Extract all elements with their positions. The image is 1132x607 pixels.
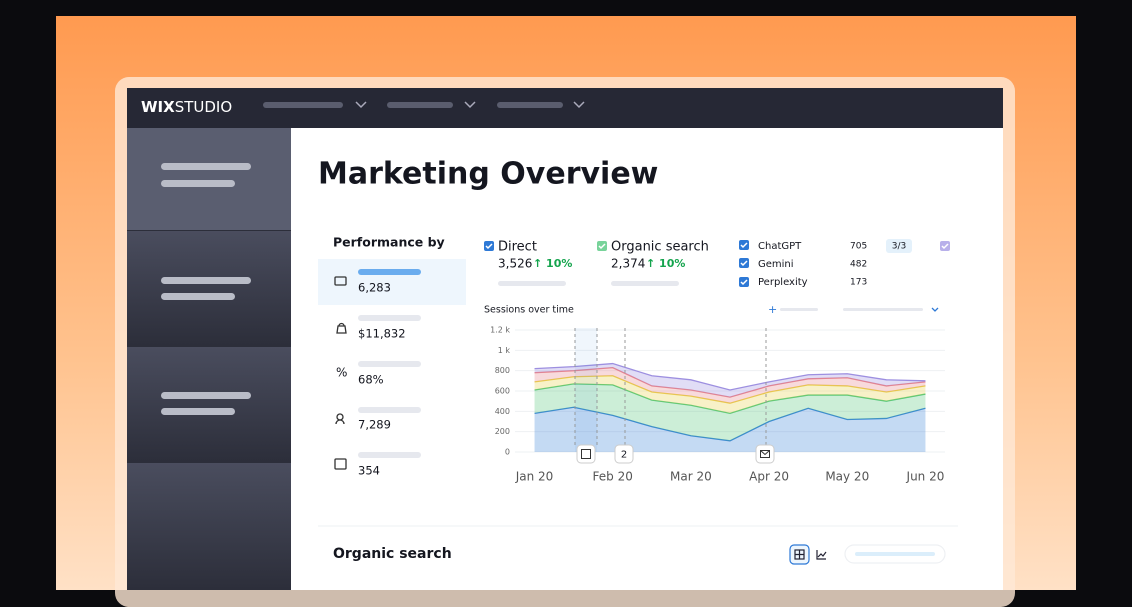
x-tick-label: Apr 20: [749, 470, 789, 484]
row-highlight: [318, 259, 466, 305]
plot: 0 200 400 600 800 1 k 1.2 k Jan 20 Feb 20 Mar 20 A…: [490, 326, 945, 484]
view-toggle[interactable]: [789, 544, 946, 565]
placeholder: [498, 281, 566, 286]
metric-value: 68%: [358, 373, 384, 387]
channel-total: 3,526: [498, 257, 532, 271]
series-line: [534, 362, 926, 391]
annotation-label: 2: [621, 450, 627, 461]
nav-menus[interactable]: [263, 101, 585, 109]
svg-text:%: %: [336, 366, 347, 380]
legend-item: Gemini: [758, 259, 794, 270]
series-line: [534, 406, 926, 442]
annotation-marker: [614, 444, 634, 464]
y-tick-label: 800: [495, 366, 510, 375]
x-tick-label: Jan 20: [515, 470, 554, 484]
series-line: [534, 383, 926, 415]
metric-value: $11,832: [358, 327, 406, 341]
performance-values: 6,283 $11,832 68% 7,289 354: [358, 281, 406, 478]
area-fill: [534, 375, 926, 414]
area-fill: [534, 407, 926, 452]
svg-text:+: +: [768, 303, 777, 316]
x-tick-label: Feb 20: [593, 470, 633, 484]
mail-icon: [760, 450, 770, 458]
annotation-marker: [576, 444, 596, 464]
ai-count: 482: [850, 260, 867, 270]
metric-value: 6,283: [358, 281, 391, 295]
ai-count: 705: [850, 242, 867, 252]
legend-item: Organic search: [611, 240, 709, 255]
area-fill: [534, 363, 926, 398]
x-tick-label: May 20: [825, 470, 869, 484]
channel-change: ↑ 10%: [646, 257, 685, 270]
brand: WIXSTUDIO: [141, 98, 232, 116]
calendar-icon: [581, 449, 591, 459]
legend-item: Direct: [498, 240, 537, 255]
performance-bars: [358, 269, 421, 458]
checkboxes[interactable]: [484, 240, 950, 287]
ai-selected: 3/3: [892, 242, 906, 252]
area-fill: [534, 383, 926, 441]
chart-title: Sessions over time: [484, 305, 574, 316]
y-tick-label: 1 k: [498, 346, 511, 355]
channel-change: ↑ 10%: [533, 257, 572, 270]
channel-total: 2,374: [611, 257, 645, 271]
performance-icons: %: [334, 276, 347, 470]
ai-count: 173: [850, 278, 867, 288]
sidebar-items[interactable]: [127, 128, 291, 590]
annotation-region: [575, 328, 597, 452]
y-tick-label: 600: [495, 387, 510, 396]
top-bar: [127, 88, 1003, 128]
series-line: [534, 375, 926, 404]
legend-item: Perplexity: [758, 277, 808, 288]
legend-item: ChatGPT: [758, 241, 802, 252]
chart-controls[interactable]: +: [768, 303, 939, 316]
badge: [886, 239, 912, 253]
series-line: [534, 366, 926, 398]
x-tick-label: Jun 20: [906, 470, 945, 484]
metric-value: 7,289: [358, 418, 391, 432]
placeholder: [611, 281, 679, 286]
y-tick-label: 0: [505, 448, 510, 457]
metric-value: 354: [358, 464, 380, 478]
performance-title: Performance by: [333, 235, 445, 250]
x-tick-label: Mar 20: [670, 470, 712, 484]
section-title: Organic search: [333, 546, 452, 562]
page-title: Marketing Overview: [318, 157, 658, 192]
y-tick-label: 1.2 k: [490, 326, 510, 335]
y-tick-label: 400: [495, 407, 510, 416]
main-panel: [291, 128, 1003, 590]
y-tick-label: 200: [495, 427, 510, 436]
